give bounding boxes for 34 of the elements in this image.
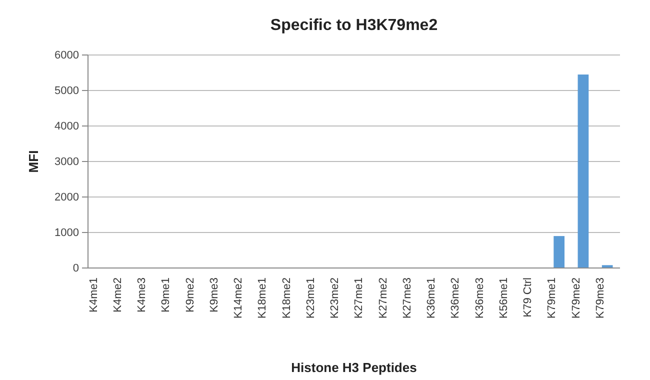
x-tick-label: K18me1 — [256, 278, 269, 318]
y-tick-label: 0 — [72, 262, 79, 275]
chart-title: Specific to H3K79me2 — [270, 17, 438, 34]
bar — [578, 74, 589, 268]
x-tick-label: K9me1 — [160, 278, 172, 312]
x-tick-label: K4me2 — [112, 278, 124, 312]
x-tick-label: K4me3 — [136, 278, 148, 312]
x-tick-label: K14me2 — [232, 278, 245, 318]
x-tick-label: K4me1 — [88, 278, 100, 312]
x-tick-label: K23me1 — [304, 278, 317, 318]
x-tick-label: K79me3 — [594, 278, 606, 318]
x-tick-label: K36me3 — [474, 278, 486, 318]
bar — [554, 236, 565, 268]
x-axis-title: Histone H3 Peptides — [291, 360, 417, 375]
y-tick-label: 2000 — [54, 192, 79, 204]
x-tick-label: K9me3 — [208, 278, 220, 312]
x-tick-label: K18me2 — [280, 278, 293, 318]
y-axis-title: MFI — [26, 150, 41, 173]
x-tick-label: K27me3 — [401, 278, 414, 318]
x-tick-label: K23me2 — [329, 278, 342, 318]
y-tick-label: 6000 — [54, 50, 79, 62]
y-tick-label: 1000 — [54, 227, 79, 240]
y-tick-label: 5000 — [54, 85, 79, 98]
x-tick-label: K79me1 — [546, 278, 558, 318]
x-tick-label: K9me2 — [184, 278, 196, 312]
x-tick-label: K36me1 — [426, 278, 438, 318]
y-tick-label: 4000 — [54, 120, 79, 133]
x-tick-label: K56me1 — [498, 278, 510, 318]
x-tick-label: K27me2 — [377, 278, 390, 318]
x-tick-label: K27me1 — [353, 278, 366, 318]
x-tick-label: K79me2 — [570, 278, 582, 318]
x-tick-label: K36me2 — [450, 278, 462, 318]
x-tick-label: K79 Ctrl — [522, 278, 534, 318]
y-tick-label: 3000 — [54, 156, 79, 168]
